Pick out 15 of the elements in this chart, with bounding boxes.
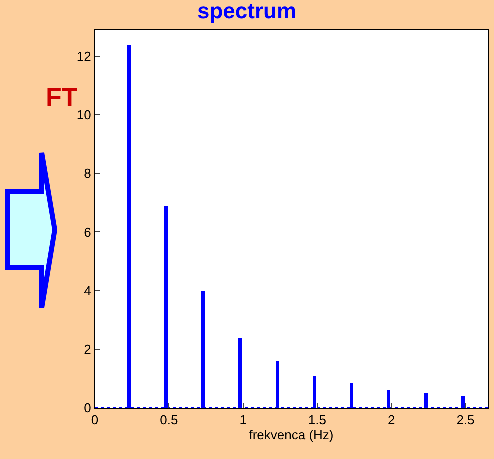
x-tick-label: 2.5 [456, 412, 475, 428]
x-tick-label: 1 [240, 412, 247, 428]
text: FT [46, 82, 78, 112]
y-tick-label: 8 [84, 166, 92, 182]
x-tick-label: 0.5 [160, 412, 178, 428]
chart-title: spectrum [197, 0, 297, 24]
y-tick-label: 12 [76, 48, 92, 64]
y-tick-label: 6 [84, 224, 92, 240]
y-tick-label: 10 [76, 108, 92, 123]
x-tick-label: 2 [388, 412, 396, 428]
x-tick-label: 1.5 [308, 412, 326, 428]
y-tick-label: 2 [84, 342, 92, 357]
x-axis-title: frekvenca (Hz) [249, 428, 334, 443]
y-tick-label: 0 [84, 400, 92, 416]
y-tick-label: 4 [84, 283, 92, 298]
